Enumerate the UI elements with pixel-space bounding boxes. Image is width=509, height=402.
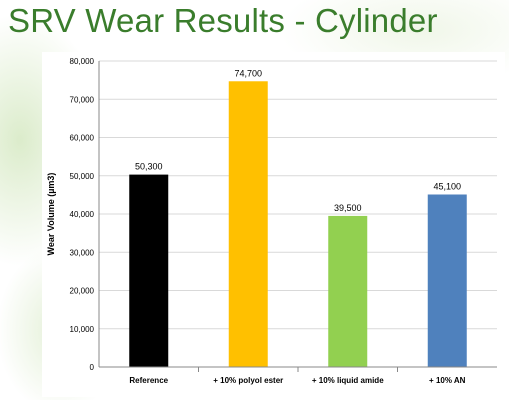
y-tick-label: 50,000 bbox=[70, 172, 95, 181]
y-tick-labels: 0 10,000 20,000 30,000 40,000 50,000 60,000 70,… bbox=[70, 57, 95, 372]
x-tick-label: Reference bbox=[129, 376, 168, 385]
data-label: 45,100 bbox=[433, 181, 461, 191]
data-label: 50,300 bbox=[135, 162, 163, 172]
y-tick-label: 70,000 bbox=[70, 95, 95, 104]
bars bbox=[129, 81, 467, 368]
bar bbox=[328, 215, 368, 367]
y-tick-label: 20,000 bbox=[70, 287, 95, 296]
y-tick-label: 30,000 bbox=[70, 248, 95, 257]
data-label: 74,700 bbox=[234, 68, 262, 78]
y-tick-label: 80,000 bbox=[70, 57, 95, 66]
chart-panel: 0 10,000 20,000 30,000 40,000 50,000 60,000 70,… bbox=[42, 52, 505, 397]
x-tick-label: + 10% liquid amide bbox=[312, 376, 384, 385]
x-tick-label: + 10% polyol ester bbox=[213, 376, 283, 385]
y-tick-label: 0 bbox=[90, 363, 95, 372]
x-tick-labels: Reference + 10% polyol ester + 10% liquid … bbox=[129, 367, 466, 385]
y-tick-label: 40,000 bbox=[70, 210, 95, 219]
bar bbox=[129, 174, 169, 367]
data-labels: 50,300 74,700 39,500 45,100 bbox=[135, 68, 461, 213]
data-label: 39,500 bbox=[334, 203, 362, 213]
bar-chart: 0 10,000 20,000 30,000 40,000 50,000 60,000 70,… bbox=[46, 57, 497, 385]
slide-title: SRV Wear Results - Cylinder bbox=[8, 2, 438, 39]
y-axis-label: Wear Volume (µm3) bbox=[46, 173, 56, 256]
y-tick-label: 60,000 bbox=[70, 134, 95, 143]
bar bbox=[228, 81, 268, 368]
y-tick-label: 10,000 bbox=[70, 325, 95, 334]
bar bbox=[427, 194, 467, 367]
x-tick-label: + 10% AN bbox=[429, 376, 466, 385]
